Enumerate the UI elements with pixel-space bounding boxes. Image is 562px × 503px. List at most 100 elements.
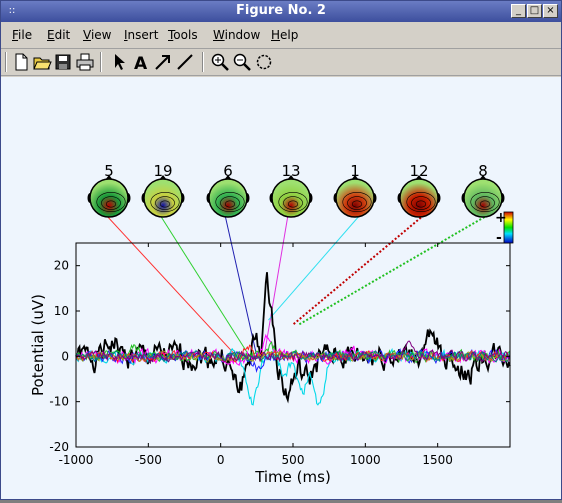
menu-tools[interactable]: Tools bbox=[168, 28, 198, 42]
menu-edit[interactable]: Edit bbox=[47, 28, 71, 42]
erp-trace-8 bbox=[75, 350, 511, 363]
x-tick-label: -1000 bbox=[59, 453, 94, 467]
topomap-19: 19 bbox=[141, 162, 185, 218]
x-axis-label: Time (ms) bbox=[254, 468, 331, 486]
menu-bar: File Edit View Insert Tools Window Help bbox=[1, 23, 561, 49]
y-tick-label: 0 bbox=[61, 349, 69, 363]
menu-insert[interactable]: Insert bbox=[124, 28, 159, 42]
colorbar-minus: - bbox=[496, 230, 502, 246]
topomap-8: 8 bbox=[461, 162, 505, 218]
y-tick-label: -10 bbox=[49, 395, 69, 409]
contour-line bbox=[220, 196, 240, 210]
zoom-out-icon[interactable] bbox=[232, 52, 252, 72]
contour-line bbox=[470, 192, 500, 212]
topomap-link-12 bbox=[292, 214, 425, 326]
topomap-label: 8 bbox=[478, 162, 488, 180]
contour-line bbox=[406, 192, 436, 212]
contour-line bbox=[415, 200, 427, 208]
topomap-12: 12 bbox=[397, 162, 441, 218]
zoom-in-icon[interactable] bbox=[210, 52, 230, 72]
topomap-links bbox=[105, 214, 489, 357]
figure-canvas: -1000 -500 0 500 1000 1500 20 10 0 -10 -20 5 19 6 13 1… bbox=[1, 77, 561, 499]
minimize-button[interactable]: _ bbox=[511, 4, 526, 18]
topomap-13: 13 bbox=[269, 162, 313, 218]
axes: -1000 -500 0 500 1000 1500 20 10 0 -10 -20 bbox=[49, 243, 510, 467]
save-disk-icon[interactable] bbox=[53, 52, 73, 72]
window-menu-icon[interactable]: :: bbox=[8, 5, 16, 16]
window-title: Figure No. 2 bbox=[236, 3, 326, 18]
scalp-map bbox=[399, 178, 439, 218]
scalp-map bbox=[208, 178, 248, 218]
open-folder-icon[interactable] bbox=[32, 52, 52, 72]
topomap-label: 13 bbox=[281, 162, 300, 180]
contour-line bbox=[287, 200, 299, 208]
contour-line bbox=[150, 192, 180, 212]
x-tick-label: 500 bbox=[282, 453, 305, 467]
scalp-map bbox=[143, 178, 183, 218]
contour-line bbox=[278, 192, 308, 212]
topomap-label: 6 bbox=[223, 162, 233, 180]
topomap-5: 5 bbox=[87, 162, 131, 218]
scalp-map bbox=[335, 178, 375, 218]
menu-window[interactable]: Window bbox=[213, 28, 261, 42]
contour-line bbox=[159, 200, 171, 208]
topomaps: 5 19 6 13 1 12 8 bbox=[87, 162, 505, 218]
y-tick-label: 20 bbox=[54, 259, 69, 273]
x-tick-label: 1000 bbox=[350, 453, 381, 467]
contour-line bbox=[479, 200, 491, 208]
menu-file[interactable]: File bbox=[12, 28, 33, 42]
toolbar-separator bbox=[202, 52, 204, 72]
title-bar[interactable]: :: Figure No. 2 _ □ × bbox=[1, 1, 561, 22]
contour-line bbox=[351, 200, 363, 208]
menu-help[interactable]: Help bbox=[271, 28, 299, 42]
contour-line bbox=[283, 196, 303, 210]
scalp-map bbox=[271, 178, 311, 218]
line-icon[interactable] bbox=[175, 52, 195, 72]
topomap-link-13 bbox=[263, 214, 289, 357]
text-icon[interactable]: A bbox=[131, 52, 151, 72]
colorbar-plus: + bbox=[495, 210, 507, 226]
erp-chart: -1000 -500 0 500 1000 1500 20 10 0 -10 -20 5 19 6 13 1… bbox=[29, 162, 514, 486]
new-file-icon[interactable] bbox=[11, 52, 31, 72]
contour-line bbox=[96, 192, 126, 212]
topomap-label: 19 bbox=[153, 162, 172, 180]
scalp-map bbox=[89, 178, 129, 218]
erp-trace-6 bbox=[75, 344, 511, 364]
topomap-1: 1 bbox=[333, 162, 377, 218]
erp-trace-1 bbox=[75, 272, 511, 404]
topomap-link-5 bbox=[105, 214, 237, 357]
contour-line bbox=[347, 196, 367, 210]
contour-line bbox=[411, 196, 431, 210]
maximize-button[interactable]: □ bbox=[527, 4, 542, 18]
select-arrow-icon[interactable] bbox=[109, 52, 129, 72]
rotate-icon[interactable] bbox=[254, 52, 274, 72]
contour-line bbox=[155, 196, 175, 210]
erp-traces bbox=[75, 272, 511, 406]
contour-line bbox=[101, 196, 121, 210]
x-tick-label: 1500 bbox=[422, 453, 453, 467]
close-button[interactable]: × bbox=[543, 4, 558, 18]
y-axis-label: Potential (uV) bbox=[29, 294, 47, 396]
contour-line bbox=[224, 200, 236, 208]
topomap-link-1 bbox=[268, 214, 361, 321]
toolbar: A bbox=[1, 49, 561, 76]
toolbar-grip bbox=[5, 52, 7, 72]
x-tick-label: 0 bbox=[217, 453, 225, 467]
menu-view[interactable]: View bbox=[83, 28, 112, 42]
topomap-label: 12 bbox=[409, 162, 428, 180]
print-icon[interactable] bbox=[75, 52, 95, 72]
topomap-label: 5 bbox=[104, 162, 114, 180]
topomap-link-8 bbox=[298, 214, 489, 326]
colorbar-scale bbox=[503, 211, 514, 244]
y-tick-label: -20 bbox=[49, 440, 69, 454]
topomap-6: 6 bbox=[206, 162, 250, 218]
x-tick-label: -500 bbox=[135, 453, 162, 467]
contour-line bbox=[105, 200, 117, 208]
contour-line bbox=[215, 192, 245, 212]
colorbar: +- bbox=[495, 210, 514, 246]
erp-trace-9 bbox=[75, 340, 511, 364]
y-tick-label: 10 bbox=[54, 304, 69, 318]
arrow-icon[interactable] bbox=[153, 52, 173, 72]
topomap-link-19 bbox=[159, 214, 251, 357]
